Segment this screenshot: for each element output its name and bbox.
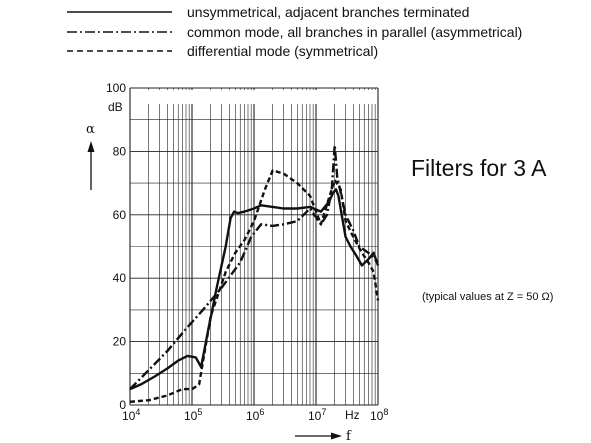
x-tick-label: 104 (122, 407, 140, 423)
x-axis-label: f (346, 429, 352, 443)
y-tick-label: 0 (119, 398, 126, 412)
y-tick-label: 100 (106, 81, 126, 95)
series-line-solid (129, 188, 380, 391)
x-tick-label: 108 (370, 407, 388, 423)
y-axis-label: α (86, 122, 95, 137)
y-tick-label: 20 (113, 335, 127, 349)
legend-label-differential-mode: differential mode (symmetrical) (187, 43, 378, 59)
x-tick-label: 106 (246, 407, 264, 423)
chart-title: Filters for 3 A (411, 155, 547, 181)
grid-label-band (131, 90, 377, 104)
legend: unsymmetrical, adjacent branches termina… (67, 4, 522, 59)
tick-labels: 0 20 40 60 80 100 104 105 106 107 108 (106, 81, 388, 423)
y-tick-label: 80 (113, 144, 127, 158)
y-unit-label: dB (108, 100, 123, 114)
x-axis-arrow (295, 432, 342, 440)
x-tick-label: 105 (184, 407, 202, 423)
y-tick-label: 60 (113, 208, 127, 222)
x-tick-label: 107 (308, 407, 326, 423)
series-line-dashed (129, 169, 380, 403)
y-axis-arrow (87, 141, 95, 190)
series-lines (129, 143, 380, 403)
legend-label-common-mode: common mode, all branches in parallel (a… (187, 24, 522, 40)
grid (129, 87, 379, 406)
series-line-dashdot (129, 143, 379, 390)
y-tick-label: 40 (113, 271, 127, 285)
x-unit-label: Hz (345, 408, 360, 422)
chart-note: (typical values at Z = 50 Ω) (422, 291, 553, 303)
legend-label-unsymmetrical: unsymmetrical, adjacent branches termina… (187, 4, 469, 20)
